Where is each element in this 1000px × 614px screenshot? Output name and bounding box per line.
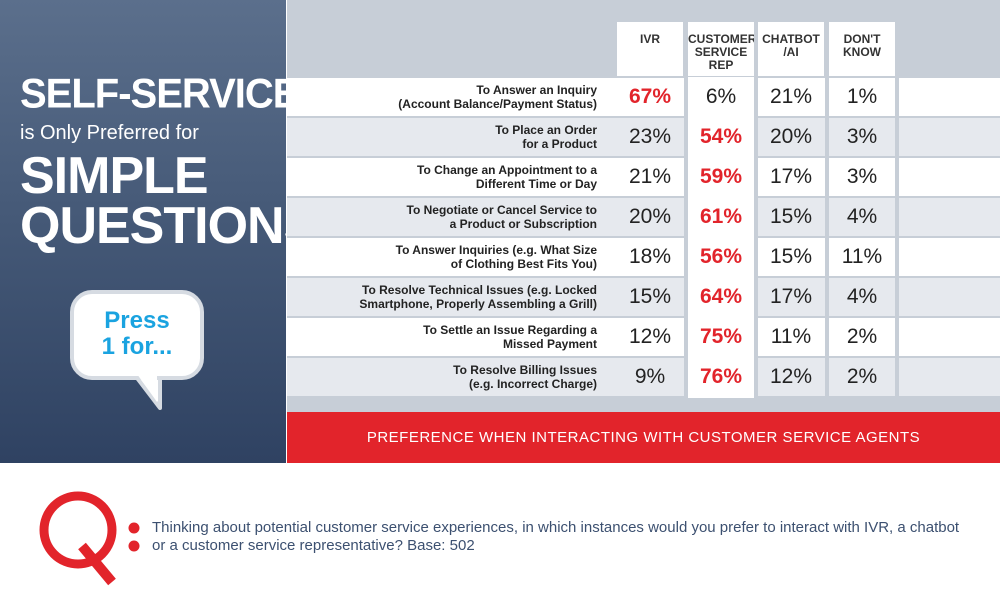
row-label: To Answer an Inquiry (Account Balance/Pa…	[398, 83, 597, 111]
table-cell-value: 12%	[769, 365, 813, 388]
speech-bubble-text: Press 1 for...	[101, 307, 173, 360]
row-label: To Resolve Billing Issues (e.g. Incorrec…	[453, 363, 597, 391]
table-cell-value: 54%	[688, 118, 754, 156]
table-cell-value: 64%	[688, 278, 754, 316]
table-cell-value: 23%	[628, 125, 672, 148]
table-cell-value: 1%	[846, 85, 878, 108]
table-cell-value: 21%	[769, 85, 813, 108]
table-cell-value: 2%	[846, 325, 878, 348]
table-cell-value: 15%	[628, 285, 672, 308]
question-mark-q-icon	[39, 491, 140, 586]
table-row	[287, 278, 1000, 316]
table-cell-value: 9%	[634, 365, 666, 388]
column-header: CUSTOMER SERVICE REP	[688, 22, 756, 76]
table-cell-value: 2%	[846, 365, 878, 388]
footer	[0, 463, 1000, 614]
table-row	[287, 198, 1000, 236]
table-cell-value: 67%	[628, 85, 672, 108]
column-header: IVR	[617, 22, 683, 76]
table-cell-value: 20%	[769, 125, 813, 148]
row-label: To Settle an Issue Regarding a Missed Pa…	[423, 323, 597, 351]
headline-simple: SIMPLE	[20, 147, 209, 205]
preference-table: IVR CUSTOMER SERVICE REP CHATBOT /AI DON'T …	[287, 0, 1000, 463]
table-cell-value: 11%	[770, 325, 812, 348]
table-cell-value: 12%	[628, 325, 672, 348]
table-row	[287, 118, 1000, 156]
table-cell-value: 4%	[846, 285, 878, 308]
column-divider	[825, 22, 829, 398]
column-divider	[684, 22, 688, 398]
table-cell-value: 11%	[841, 245, 883, 268]
table-cell-value: 18%	[628, 245, 672, 268]
table-cell-value: 17%	[769, 165, 813, 188]
row-label: To Place an Order for a Product	[495, 123, 597, 151]
headline-questions: QUESTIONS	[20, 197, 286, 255]
table-cell-value: 15%	[769, 245, 813, 268]
table-cell-value: 17%	[769, 285, 813, 308]
table-cell-value: 3%	[846, 165, 878, 188]
row-label: To Negotiate or Cancel Service to a Prod…	[406, 203, 598, 231]
table-row	[287, 358, 1000, 396]
row-label: To Change an Appointment to a Different …	[417, 163, 597, 191]
table-cell-value: 3%	[846, 125, 878, 148]
headline-subtitle: is Only Preferred for	[20, 122, 199, 144]
table-row	[287, 238, 1000, 276]
survey-question-text: Thinking about potential customer servic…	[152, 519, 960, 554]
column-header: CHATBOT /AI	[758, 22, 824, 76]
column-divider	[895, 22, 899, 398]
row-label: To Resolve Technical Issues (e.g. Locked…	[359, 283, 597, 311]
table-cell-value: 76%	[688, 358, 754, 396]
table-cell-value: 20%	[628, 205, 672, 228]
preference-banner: PREFERENCE WHEN INTERACTING WITH CUSTOME…	[287, 412, 1000, 463]
table-row	[287, 318, 1000, 356]
table-cell-value: 56%	[688, 238, 754, 276]
table-cell-value: 59%	[688, 158, 754, 196]
table-cell-value: 75%	[688, 318, 754, 356]
table-row	[287, 158, 1000, 196]
headline-self-service: SELF-SERVICE	[20, 70, 286, 118]
row-label: To Answer Inquiries (e.g. What Size of C…	[395, 243, 597, 271]
table-cell-value: 6%	[688, 78, 754, 116]
speech-bubble: Press 1 for...	[70, 290, 204, 380]
table-row	[287, 78, 1000, 116]
table-cell-value: 21%	[628, 165, 672, 188]
column-header: DON'T KNOW	[829, 22, 895, 76]
table-cell-value: 4%	[846, 205, 878, 228]
left-panel: SELF-SERVICE is Only Preferred for SIMPL…	[0, 0, 286, 463]
column-divider	[754, 22, 758, 398]
table-cell-value: 15%	[769, 205, 813, 228]
table-cell-value: 61%	[688, 198, 754, 236]
